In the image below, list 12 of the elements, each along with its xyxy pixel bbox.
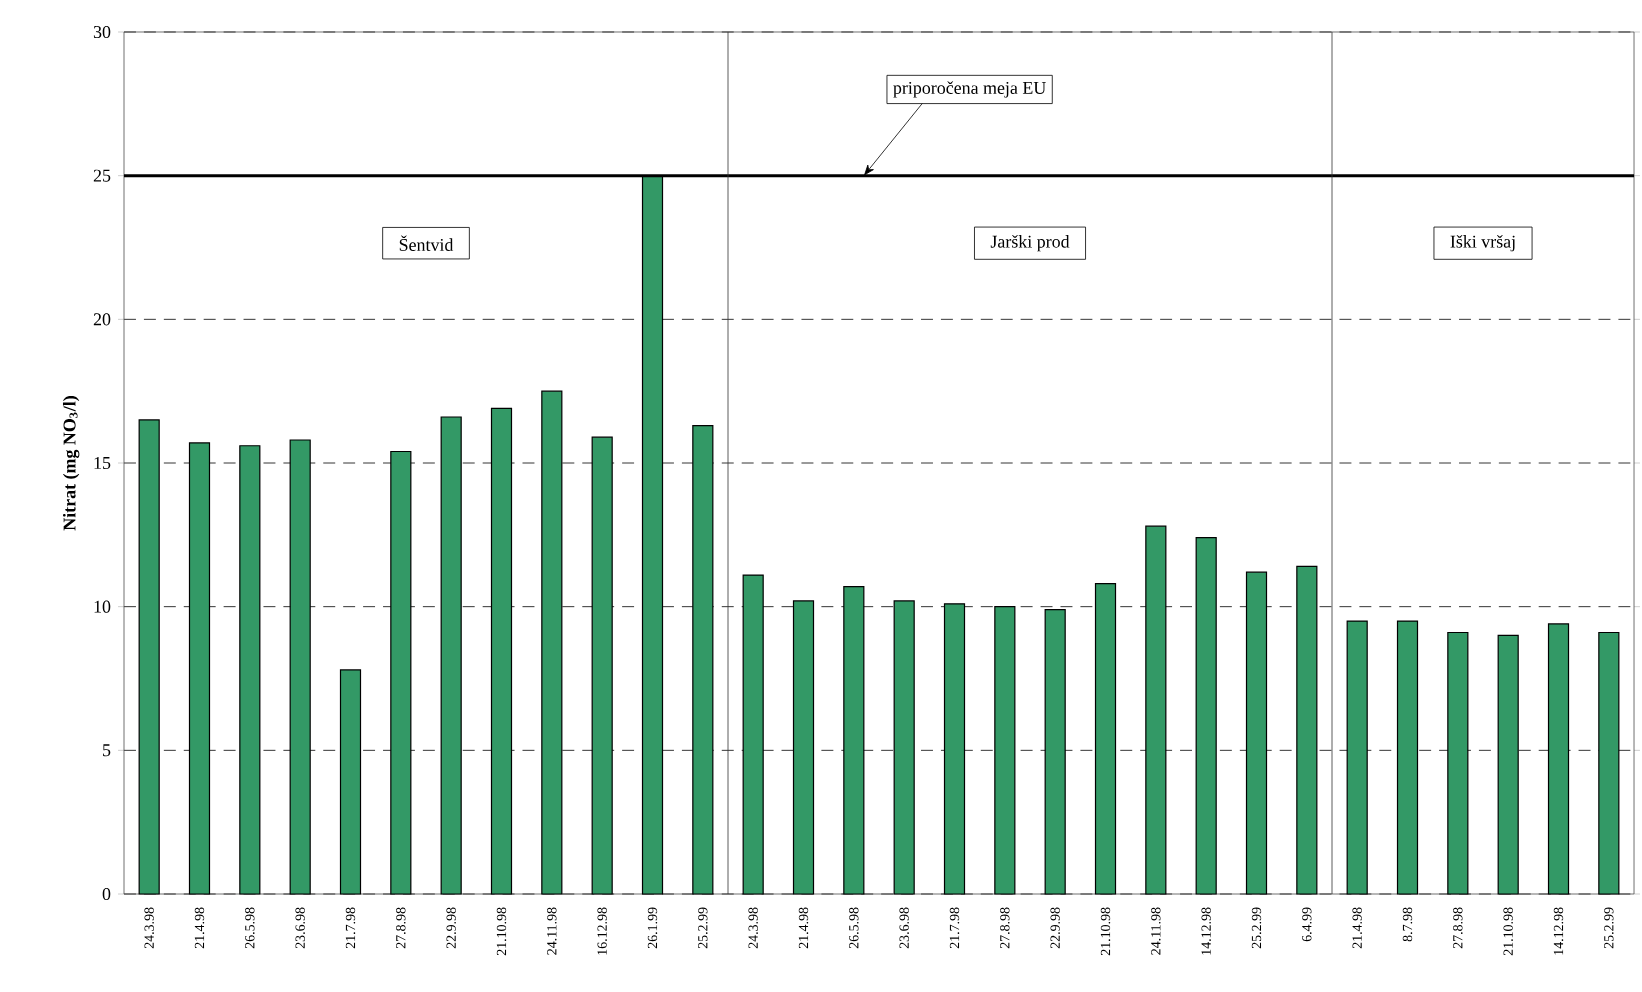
y-tick-label: 30	[93, 25, 111, 39]
annotation: Jarški prod	[990, 235, 1070, 252]
y-tick-label: 0	[102, 887, 111, 901]
annotation: Šentvid	[399, 235, 454, 251]
y-tick-label: 20	[93, 313, 111, 326]
y-tick-label: 10	[94, 600, 111, 613]
y-tick-label: 15	[94, 456, 111, 470]
y-axis-title: Nitrat (mg NO$_{3}$/l)	[62, 396, 80, 531]
annotation: Iški vršaj	[1450, 235, 1515, 252]
y-tick-label: 5	[103, 744, 111, 757]
ref-line-label: priporočena meja EU	[893, 81, 1046, 98]
y-tick-label: 25	[93, 169, 111, 182]
